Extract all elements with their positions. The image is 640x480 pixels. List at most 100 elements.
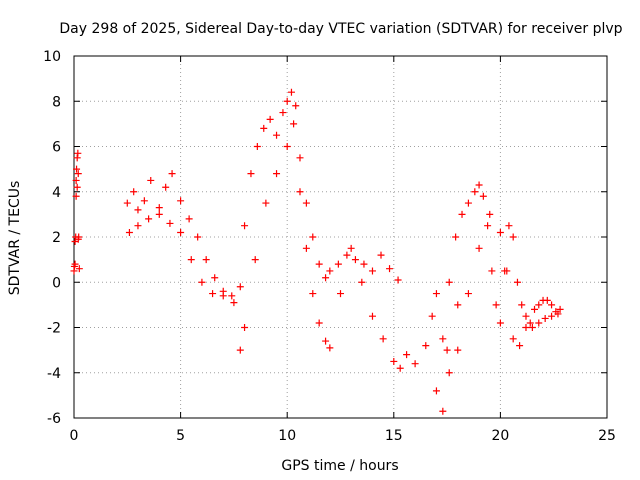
data-point: [503, 267, 511, 275]
data-point: [71, 260, 79, 268]
data-point: [516, 342, 524, 350]
grid-lines: [74, 56, 607, 418]
data-point: [74, 170, 82, 178]
data-point: [484, 222, 492, 230]
data-point: [322, 337, 330, 345]
data-point: [290, 120, 298, 128]
data-point: [403, 351, 411, 359]
data-point: [253, 143, 261, 150]
data-series: [125, 120, 462, 415]
data-point: [488, 267, 496, 275]
data-point: [134, 206, 142, 214]
y-tick-label: 2: [52, 230, 61, 246]
data-point: [394, 276, 402, 284]
data-point: [377, 251, 385, 259]
data-point: [326, 267, 334, 275]
data-point: [209, 290, 217, 298]
data-point: [162, 183, 170, 191]
data-point: [432, 387, 440, 395]
data-point: [155, 210, 163, 218]
data-point: [334, 260, 342, 268]
data-point: [73, 154, 81, 162]
data-point: [390, 357, 398, 365]
data-point: [543, 296, 551, 304]
data-point: [454, 346, 462, 354]
x-tick-label: 25: [598, 428, 616, 444]
data-point: [411, 360, 419, 368]
data-point: [211, 274, 219, 282]
x-axis-label: GPS time / hours: [281, 458, 398, 474]
data-point: [445, 278, 453, 286]
plot-frame: [73, 55, 608, 419]
data-point: [379, 335, 387, 343]
data-point: [513, 278, 521, 286]
data-point: [475, 244, 483, 252]
data-point: [496, 319, 504, 327]
data-point: [283, 143, 291, 150]
data-point: [134, 222, 142, 230]
y-tick-label: -2: [47, 321, 61, 337]
data-point: [315, 260, 323, 268]
data-point: [535, 301, 543, 309]
data-point: [74, 149, 82, 157]
data-point: [505, 222, 513, 230]
data-point: [556, 305, 564, 313]
data-point: [464, 199, 472, 207]
chart-title: Day 298 of 2025, Sidereal Day-to-day VTE…: [59, 21, 622, 37]
axis-ticks: 0 5 10 15 20 25 -6 -4 -2 0 2 4 6 8 10: [43, 49, 616, 444]
data-point: [445, 369, 453, 377]
data-point: [202, 256, 210, 264]
y-tick-label: -6: [47, 411, 61, 427]
y-tick-label: 10: [43, 49, 61, 65]
data-point: [428, 312, 436, 320]
data-point: [155, 204, 163, 212]
data-point: [535, 319, 543, 327]
data-point: [75, 265, 83, 273]
data-point: [475, 181, 483, 189]
data-point: [230, 299, 238, 307]
data-point: [247, 170, 255, 178]
data-point: [198, 278, 206, 286]
data-point: [368, 312, 376, 320]
data-point: [526, 319, 534, 327]
data-point: [548, 312, 556, 320]
data-series: [428, 181, 564, 354]
data-point: [266, 115, 274, 123]
data-point: [522, 324, 530, 331]
data-point: [439, 335, 447, 343]
data-point: [292, 102, 300, 110]
data-point: [554, 310, 562, 318]
data-point: [522, 312, 530, 320]
data-point: [72, 176, 80, 184]
data-point: [432, 290, 440, 298]
data-point: [147, 176, 155, 184]
data-point: [283, 97, 291, 105]
y-tick-label: 6: [52, 140, 61, 156]
x-tick-label: 20: [491, 428, 509, 444]
data-points: [70, 88, 564, 415]
data-point: [177, 197, 185, 205]
data-point: [528, 324, 536, 331]
data-point: [531, 305, 539, 313]
x-tick-label: 15: [385, 428, 403, 444]
data-point: [509, 233, 517, 241]
data-point: [471, 188, 479, 196]
data-point: [125, 228, 133, 236]
data-point: [273, 131, 281, 139]
x-tick-label: 10: [278, 428, 296, 444]
data-point: [241, 222, 249, 230]
data-point: [219, 292, 227, 300]
y-tick-label: 0: [52, 275, 61, 291]
data-point: [309, 290, 317, 298]
data-point: [236, 283, 244, 291]
data-point: [166, 219, 174, 227]
data-point: [74, 235, 82, 243]
data-point: [496, 228, 504, 236]
data-point: [509, 335, 517, 343]
y-tick-label: 4: [52, 185, 61, 201]
data-point: [443, 346, 451, 354]
data-point: [386, 265, 394, 273]
data-point: [168, 170, 176, 178]
data-point: [351, 256, 359, 264]
data-point: [73, 183, 81, 191]
